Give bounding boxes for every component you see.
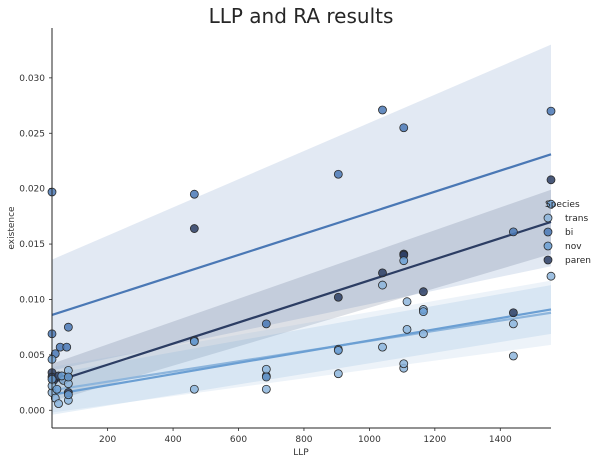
data-point-bi bbox=[508, 227, 518, 237]
data-point-bi bbox=[546, 106, 556, 116]
legend-title: Species bbox=[545, 200, 580, 210]
data-point-trans bbox=[378, 280, 387, 290]
data-point-bi bbox=[399, 123, 409, 133]
data-point-trans bbox=[508, 319, 518, 329]
data-point-bi bbox=[261, 319, 271, 329]
y-tick-label: 0.010 bbox=[19, 295, 45, 305]
data-point-nov bbox=[63, 372, 73, 382]
y-tick-label: 0.015 bbox=[19, 240, 45, 250]
data-point-nov bbox=[52, 384, 62, 394]
data-point-trans bbox=[261, 384, 271, 394]
data-point-bi bbox=[189, 189, 199, 199]
data-point-trans bbox=[333, 369, 343, 379]
data-point-bi bbox=[62, 342, 72, 352]
data-point-paren bbox=[418, 287, 428, 297]
data-point-bi bbox=[63, 322, 73, 332]
data-point-nov bbox=[333, 346, 343, 355]
confidence-band-paren bbox=[52, 189, 551, 402]
data-point-trans bbox=[402, 297, 412, 307]
data-point-trans bbox=[189, 384, 199, 394]
x-tick-label: 1000 bbox=[358, 435, 381, 445]
y-tick-label: 0.030 bbox=[19, 74, 45, 84]
data-point-paren bbox=[189, 224, 199, 233]
data-point-trans bbox=[261, 364, 271, 374]
data-point-bi bbox=[378, 105, 387, 115]
x-tick-label: 800 bbox=[295, 435, 312, 445]
data-point-nov bbox=[418, 307, 428, 317]
y-tick-label: 0.020 bbox=[19, 185, 45, 195]
x-axis-label: LLP bbox=[293, 448, 309, 458]
legend-marker-paren bbox=[543, 255, 553, 265]
x-tick-label: 1400 bbox=[489, 435, 512, 445]
y-tick-labels: 0.000 0.005 0.010 0.015 0.020 0.025 0.030 bbox=[19, 74, 52, 416]
legend-label-paren: paren bbox=[565, 256, 591, 266]
confidence-band-nov bbox=[52, 285, 551, 415]
data-point-trans bbox=[399, 359, 409, 369]
regression-line-paren bbox=[51, 220, 552, 384]
legend-marker-bi bbox=[543, 227, 553, 237]
x-tick-label: 600 bbox=[230, 435, 247, 445]
legend-label-nov: nov bbox=[565, 242, 582, 252]
data-point-paren bbox=[508, 308, 518, 318]
data-point-nov bbox=[189, 337, 199, 346]
legend-label-bi: bi bbox=[565, 228, 573, 238]
data-point-nov bbox=[399, 256, 409, 266]
legend: Species trans bi nov paren bbox=[543, 200, 591, 266]
data-point-nov bbox=[546, 199, 556, 209]
data-point-trans bbox=[402, 324, 412, 334]
data-point-bi bbox=[333, 169, 343, 179]
axes bbox=[51, 28, 551, 429]
chart-title: LLP and RA results bbox=[209, 4, 394, 28]
data-point-nov bbox=[261, 372, 271, 382]
data-point-paren bbox=[333, 292, 343, 302]
regression-line-bi bbox=[51, 153, 552, 317]
data-point-trans bbox=[378, 342, 387, 352]
y-tick-label: 0.000 bbox=[19, 406, 45, 416]
y-tick-label: 0.005 bbox=[19, 351, 45, 361]
legend-label-trans: trans bbox=[565, 214, 588, 224]
legend-marker-trans bbox=[543, 213, 553, 223]
y-tick-label: 0.025 bbox=[19, 129, 45, 139]
legend-marker-nov bbox=[543, 241, 553, 251]
x-tick-label: 400 bbox=[164, 435, 181, 445]
data-point-trans bbox=[508, 351, 518, 361]
x-tick-label: 200 bbox=[99, 435, 116, 445]
x-tick-label: 1200 bbox=[423, 435, 446, 445]
x-tick-labels: 200 400 600 800 1000 1200 1400 bbox=[99, 428, 512, 445]
data-point-trans bbox=[418, 329, 428, 339]
data-point-paren bbox=[546, 175, 556, 185]
data-point-trans bbox=[54, 399, 63, 409]
data-point-paren bbox=[378, 268, 387, 278]
y-axis-label: existence bbox=[7, 206, 17, 250]
plot-area bbox=[47, 44, 556, 415]
data-point-nov bbox=[63, 390, 73, 400]
regression-line-nov bbox=[51, 308, 552, 396]
data-point-trans bbox=[546, 271, 556, 281]
